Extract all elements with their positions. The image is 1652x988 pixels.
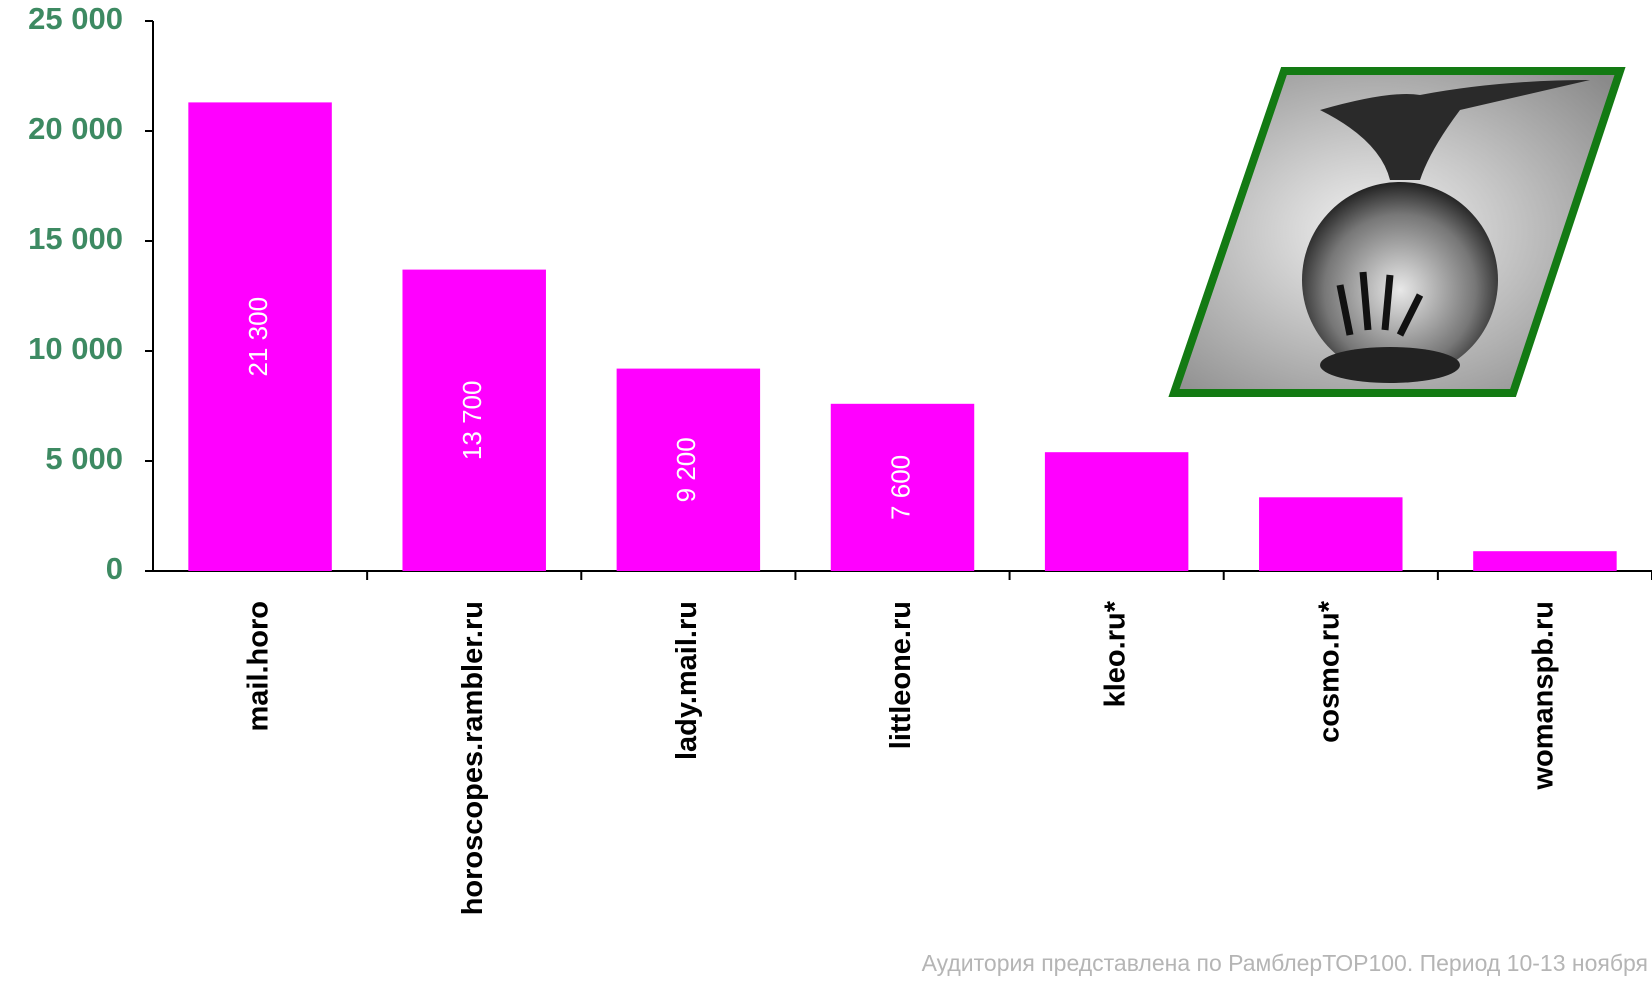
- x-tick-label: womanspb.ru: [1528, 601, 1560, 791]
- bar: [1473, 551, 1617, 571]
- bar: [616, 368, 761, 571]
- y-tick-label: 0: [106, 551, 123, 586]
- x-tick-label: littleone.ru: [885, 601, 917, 749]
- decorative-photo: [1168, 67, 1626, 397]
- annotation: Аудитория представлена по РамблерТОР100.…: [922, 950, 1648, 976]
- x-tick-label: horoscopes.rambler.ru: [457, 601, 489, 915]
- bar: [1259, 497, 1403, 571]
- x-tick-label: lady.mail.ru: [671, 601, 703, 760]
- bar: [1044, 452, 1189, 571]
- value-label: 9 200: [671, 437, 701, 502]
- bar: [188, 102, 332, 572]
- bar: [830, 403, 975, 571]
- x-tick-label: kleo.ru*: [1099, 600, 1131, 707]
- y-tick-label: 10 000: [28, 331, 123, 366]
- value-label: 13 700: [457, 381, 487, 461]
- y-tick-label: 25 000: [28, 1, 123, 36]
- y-tick-label: 15 000: [28, 221, 123, 256]
- bar: [402, 269, 546, 571]
- x-tick-label: cosmo.ru*: [1313, 600, 1345, 743]
- y-tick-label: 20 000: [28, 111, 123, 146]
- value-label: 21 300: [243, 297, 273, 377]
- x-tick-label: mail.horo: [243, 601, 275, 732]
- y-tick-label: 5 000: [45, 441, 123, 476]
- value-label: 7 600: [885, 455, 915, 520]
